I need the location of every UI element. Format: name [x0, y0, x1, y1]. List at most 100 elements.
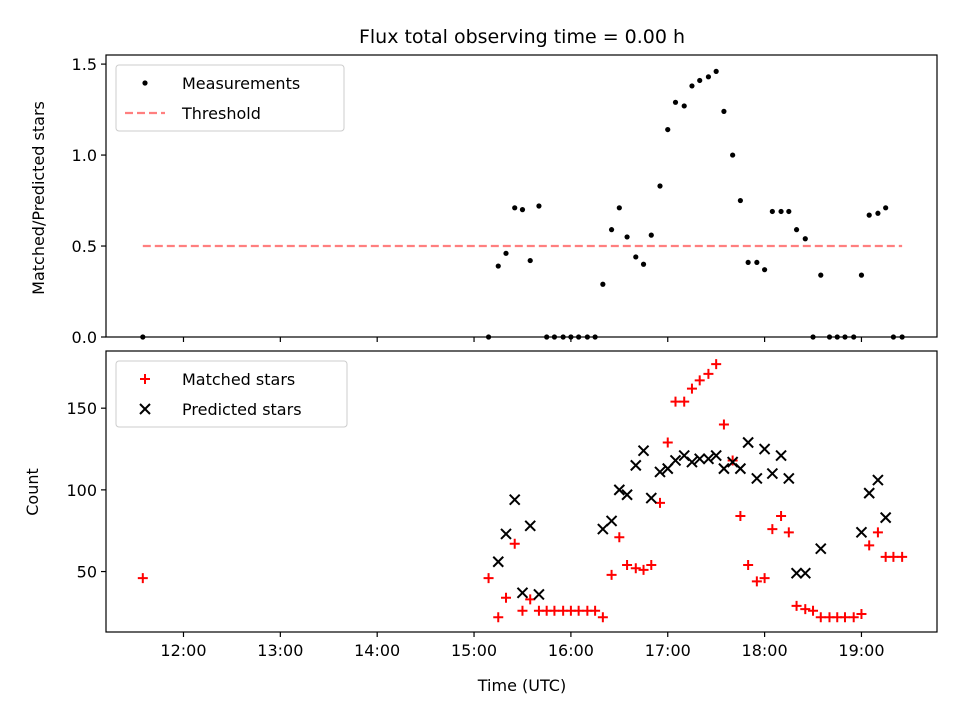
legend-label: Threshold: [181, 104, 261, 123]
x-tick-label: 16:00: [548, 641, 594, 660]
predicted-star-point: [855, 526, 868, 539]
matched-star-point: [606, 569, 617, 580]
measurement-point: [527, 257, 533, 264]
matched-star-point: [718, 419, 729, 430]
predicted-star-point: [718, 462, 730, 475]
measurement-point: [512, 205, 518, 211]
measurement-point: [640, 261, 647, 267]
matched-star-point: [679, 396, 690, 407]
matched-star-point: [573, 605, 584, 616]
measurement-point: [681, 103, 687, 109]
measurement-point: [519, 207, 526, 213]
matched-star-point: [655, 497, 665, 508]
matched-star-point: [743, 560, 754, 571]
measurement-point: [754, 259, 760, 266]
y-tick-label: 1.0: [72, 146, 97, 165]
matched-star-point: [791, 600, 802, 611]
matched-star-point: [662, 437, 673, 448]
matched-star-point: [630, 563, 641, 574]
predicted-star-point: [500, 528, 512, 540]
legend-label: Measurements: [182, 74, 300, 93]
predicted-star-point: [492, 556, 504, 568]
predicted-star-point: [516, 587, 529, 599]
measurement-point: [883, 205, 889, 211]
matched-star-point: [703, 368, 714, 379]
predicted-star-point: [766, 467, 779, 480]
matched-star-point: [590, 605, 601, 616]
matched-star-point: [711, 359, 722, 370]
x-tick-label: 13:00: [257, 641, 303, 660]
predicted-star-point: [790, 567, 803, 579]
matched-star-point: [776, 511, 787, 522]
matched-star-point: [759, 573, 770, 584]
x-tick-label: 12:00: [160, 641, 206, 660]
predicted-star-point: [734, 462, 747, 475]
series-measurements: [140, 68, 905, 340]
matched-star-point: [815, 612, 826, 623]
matched-star-point: [767, 524, 778, 535]
predicted-star-point: [613, 484, 626, 496]
x-tick-label: 15:00: [451, 641, 497, 660]
matched-star-point: [597, 612, 608, 623]
legend-predicted-swatch: [139, 403, 151, 415]
matched-star-point: [638, 564, 649, 575]
legend-matched-swatch: [140, 374, 150, 384]
predicted-star-point: [694, 453, 706, 465]
matched-star-point: [614, 532, 625, 543]
matched-star-point: [694, 375, 705, 386]
predicted-star-point: [742, 436, 754, 449]
matched-star-point: [137, 573, 148, 584]
measurement-point: [503, 250, 509, 256]
predicted-star-point: [509, 493, 521, 506]
y-tick-label: 50: [77, 563, 97, 582]
matched-star-point: [493, 612, 504, 623]
series-matched-stars: [137, 359, 908, 623]
predicted-star-point: [669, 454, 682, 467]
matched-star-point: [872, 527, 883, 538]
measurement-point: [769, 208, 775, 215]
measurement-point: [697, 77, 703, 84]
predicted-star-point: [815, 542, 827, 555]
matched-star-point: [622, 560, 633, 571]
predicted-star-point: [533, 588, 545, 601]
legend-box: [115, 64, 345, 132]
legend-label: Predicted stars: [182, 400, 302, 419]
matched-star-point: [483, 573, 494, 584]
predicted-star-point: [637, 444, 650, 457]
matched-star-point: [670, 396, 681, 407]
predicted-star-point: [872, 474, 884, 486]
measurement-point: [648, 232, 654, 238]
chart-title: Flux total observing time = 0.00 h: [359, 26, 685, 48]
x-tick-label: 14:00: [354, 641, 400, 660]
measurement-point: [608, 227, 615, 233]
matched-star-point: [525, 594, 536, 605]
matched-star-point: [783, 527, 794, 538]
y-tick-label: 0.0: [72, 328, 97, 347]
x-tick-label: 17:00: [645, 641, 691, 660]
measurement-point: [672, 99, 679, 105]
matched-star-point: [864, 540, 875, 551]
measurement-point: [786, 208, 792, 215]
predicted-star-point: [783, 472, 795, 485]
predicted-star-point: [605, 515, 618, 527]
predicted-star-point: [758, 443, 771, 455]
x-tick-label: 18:00: [742, 641, 788, 660]
legend-label: Matched stars: [182, 370, 295, 389]
measurement-point: [689, 83, 695, 89]
y-tick-label: 100: [66, 481, 97, 500]
measurement-point: [730, 152, 736, 158]
measurement-point: [536, 203, 542, 209]
measurement-point: [721, 108, 727, 114]
predicted-star-point: [879, 511, 892, 524]
predicted-star-point: [702, 453, 715, 465]
x-axis-label: Time (UTC): [477, 676, 566, 695]
matched-star-point: [856, 609, 867, 620]
measurement-point: [665, 126, 671, 133]
count-y-axis-label: Count: [23, 468, 42, 516]
measurement-point: [633, 254, 639, 260]
measurement-point: [705, 74, 712, 80]
predicted-star-point: [645, 492, 657, 504]
matched-star-point: [888, 551, 899, 562]
matched-star-point: [808, 605, 819, 616]
measurement-point: [624, 234, 630, 240]
